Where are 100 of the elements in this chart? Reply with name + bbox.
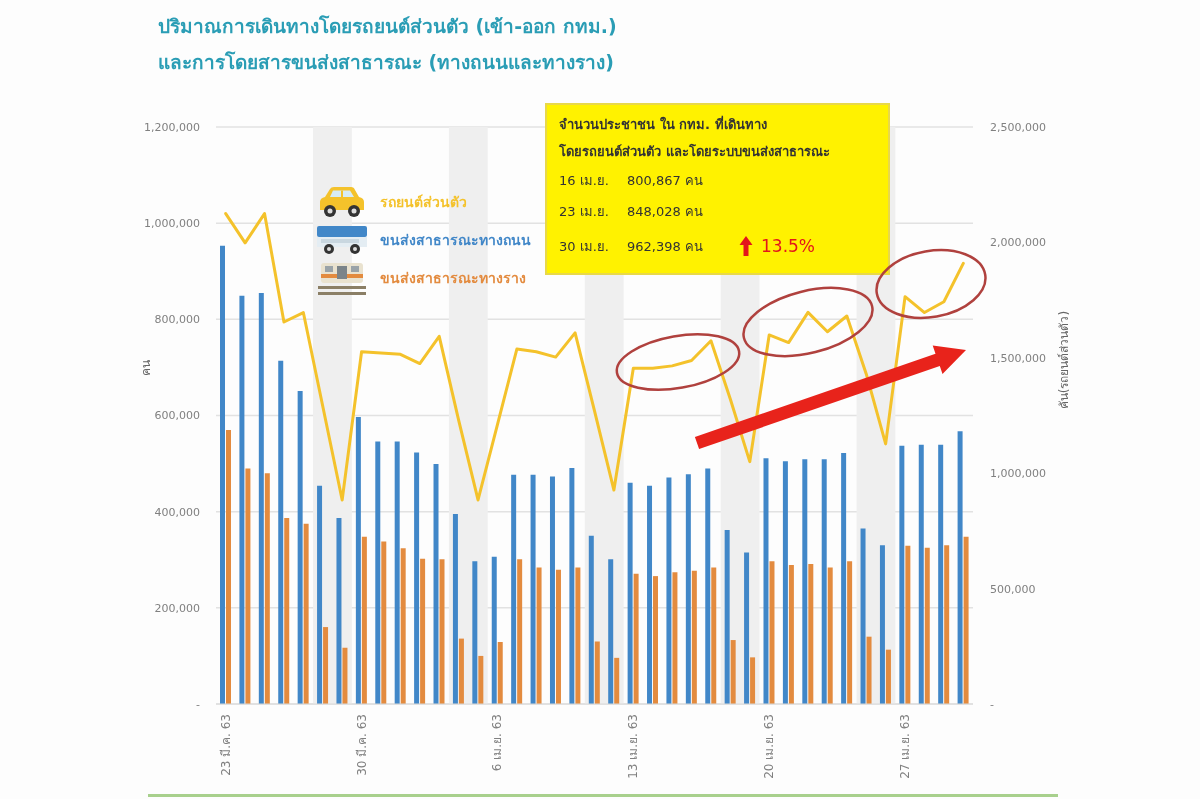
bar [827,567,833,704]
bar [478,655,484,704]
bar [666,477,672,704]
bar [594,641,600,704]
bar [691,570,697,704]
bar [511,474,517,704]
annotation: 848,028 คน [627,204,703,219]
bar [361,536,367,704]
bar [685,474,691,704]
x-tick-label: 30 มี.ค. 63 [354,714,369,776]
bar [808,564,814,704]
x-tick-label: 23 มี.ค. 63 [218,714,233,776]
bar [802,459,808,704]
bar [439,559,445,704]
bar [730,640,736,704]
bar [769,561,775,704]
bar [569,467,575,704]
chart-subtitle: และการโดยสารขนส่งสาธารณะ (ทางถนนและทางราง) [158,50,614,75]
bar [491,556,497,704]
y2-tick-label: 1,500,000 [990,351,1046,365]
x-tick-label: 6 เม.ย. 63 [490,714,505,772]
bar [226,429,231,704]
bar [264,473,270,704]
bar [588,535,594,704]
bar [866,636,872,704]
x-tick-label: 27 เม.ย. 63 [898,714,913,779]
bar [744,552,750,704]
bar [763,458,769,704]
y-tick-label: 200,000 [154,601,200,615]
bar [400,548,406,704]
bar [879,545,885,704]
text: ขนส่งสาธารณะทางราง [380,269,526,288]
bar [963,536,969,704]
legend-label: ขนส่งสาธารณะทางถนน [380,231,531,250]
bar [278,360,284,704]
bar [472,561,478,704]
x-tick-label: 13 เม.ย. 63 [626,714,641,779]
bar [847,561,853,704]
bar [627,482,633,704]
bar [957,431,963,704]
y-tick-label: 600,000 [154,409,200,423]
bar [497,641,503,704]
bar [433,464,439,704]
bar [381,541,387,704]
bar [517,559,523,704]
bar [355,416,361,704]
bar [375,441,381,704]
bar [711,567,717,704]
bar [245,468,251,704]
bar [841,453,847,704]
bar [821,459,827,704]
y2-tick-label: 2,500,000 [990,120,1046,134]
bar [220,245,225,704]
y-axis-title: คน [139,360,153,376]
bar [924,547,930,704]
y-tick-label: - [196,697,201,711]
bar [724,529,730,704]
y-tick-label: 1,000,000 [144,217,200,231]
bar [284,517,290,704]
bar [672,572,678,704]
bar [647,485,653,704]
annotation: 30 เม.ย. [559,238,609,254]
bar [633,573,639,704]
legend-label: รถยนต์ส่วนตัว [380,193,467,212]
annotation: โดยรถยนต์ส่วนตัว และโดยระบบขนส่งสาธารณะ [559,143,830,161]
y2-tick-label: 2,000,000 [990,236,1046,250]
bar [336,517,342,704]
bar [555,569,561,704]
bar [239,295,245,704]
annotation: 962,398 คน [627,238,703,254]
y-tick-label: 800,000 [154,313,200,327]
x-tick-label: 20 เม.ย. 63 [762,714,777,779]
bar [452,514,458,704]
bar [899,445,905,704]
bar [860,528,866,704]
bar [944,545,950,704]
bar [750,657,756,704]
bar [938,444,944,704]
bar [420,558,426,704]
bar [575,567,581,704]
y-tick-label: 400,000 [154,505,200,519]
bar [394,441,400,704]
chart-title: ปริมาณการเดินทางโดยรถยนต์ส่วนตัว (เข้า-ออก กทม.) [158,14,617,39]
annotation: จำนวนประชาชน ใน กทม. ที่เดินทาง [559,114,767,134]
bar [705,468,711,704]
bar [918,444,924,704]
bar [323,627,329,704]
bar [297,390,303,704]
bar [782,461,788,704]
bar [458,638,464,704]
bar [608,559,614,704]
bar [258,292,264,704]
bar [549,476,555,704]
bar [317,485,323,704]
bar [530,474,536,704]
y2-tick-label: 1,000,000 [990,467,1046,481]
bar [885,649,891,704]
y2-axis-title: คัน(รถยนต์ส่วนตัว) [1057,310,1071,410]
annotation: 16 เม.ย. [559,173,609,188]
y-tick-label: 1,200,000 [144,120,200,134]
